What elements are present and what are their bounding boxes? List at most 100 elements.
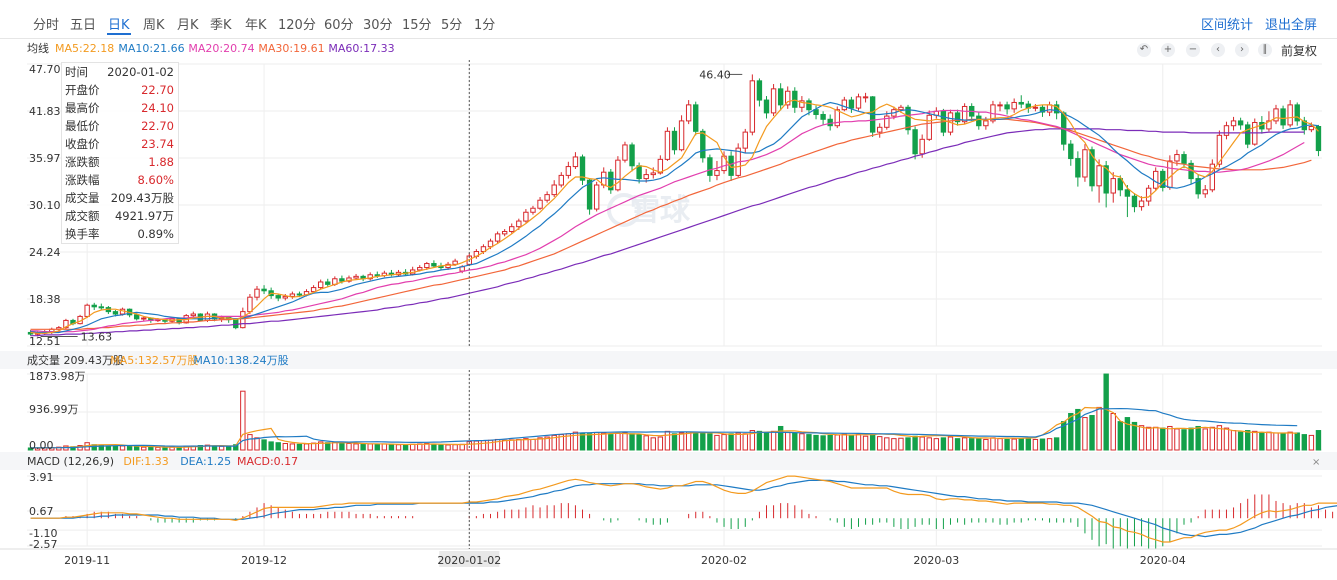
tooltip-value: 4921.97万 (114, 209, 174, 223)
volume-bar (339, 442, 345, 451)
candle-body (678, 120, 685, 151)
volume-bar (1181, 429, 1187, 451)
tab-3[interactable]: 周K (143, 18, 165, 33)
tab-1[interactable]: 五日 (70, 18, 97, 33)
candle-body (749, 80, 756, 133)
tooltip-row: 收盘价 23.74 (62, 135, 178, 153)
candle-body (785, 90, 791, 106)
candle-body (261, 288, 267, 292)
candle-body (282, 295, 288, 299)
interval-stats-link[interactable]: 区间统计 (1201, 18, 1254, 33)
tab-4[interactable]: 月K (177, 18, 199, 33)
tab-5[interactable]: 季K (210, 18, 232, 33)
candle-body (516, 220, 522, 228)
candle-body (565, 166, 572, 176)
candle-body (133, 314, 140, 320)
candle-body (240, 311, 246, 329)
volume-bar (501, 439, 508, 451)
tab-7[interactable]: 120分 (278, 18, 316, 33)
tab-12[interactable]: 1分 (474, 18, 496, 33)
candle-body (664, 130, 671, 160)
volume-bar (445, 444, 451, 451)
candle-body (954, 112, 961, 123)
volume-bar (969, 438, 975, 451)
volume-bar (997, 438, 1003, 451)
candle-body (1237, 120, 1244, 126)
scroll-left-icon[interactable]: ‹ (1211, 43, 1225, 57)
volume-bar (813, 434, 819, 451)
volume-bar (1237, 431, 1244, 451)
scroll-right-icon[interactable]: › (1235, 43, 1249, 57)
volume-bar (756, 430, 763, 451)
candle-body (834, 109, 840, 127)
tooltip-row: 成交额 4921.97万 (62, 207, 178, 225)
volume-bar (1011, 438, 1017, 451)
legend-item: MA20:20.74 (188, 42, 254, 55)
volume-bar (615, 432, 621, 451)
candle-body (820, 113, 826, 120)
kline-chart[interactable]: 雪球47.7041.8335.9730.1024.2418.3812.51187… (0, 38, 1337, 580)
volume-bar (1046, 438, 1053, 451)
candle-body (1103, 165, 1109, 194)
volume-bar (1245, 430, 1251, 451)
volume-bar (678, 432, 685, 451)
candle-body (551, 184, 557, 196)
candle-body (905, 106, 911, 131)
volume-bar (509, 439, 515, 451)
tab-6[interactable]: 年K (245, 18, 267, 33)
tab-0[interactable]: 分时 (33, 18, 60, 33)
volume-bar (785, 432, 791, 451)
candle-body (417, 267, 423, 271)
tooltip-key: 最低价 (65, 119, 100, 133)
volume-bar (827, 434, 833, 451)
candle-body (424, 263, 430, 269)
tooltip-row: 涨跌额 1.88 (62, 153, 178, 171)
volume-bar (438, 444, 444, 451)
date-highlight-box (439, 551, 500, 567)
price-adjust-select[interactable]: 前复权 (1281, 44, 1318, 58)
tooltip-key: 涨跌额 (65, 155, 100, 169)
candle-tooltip: 时间 2020-01-02 开盘价 22.70 最高价 24.10 最低价 22.70 收盘价 2… (61, 62, 179, 244)
tab-2[interactable]: 日K (108, 18, 130, 33)
close-macd-icon[interactable]: × (1312, 457, 1320, 468)
tab-8[interactable]: 60分 (324, 18, 354, 33)
candle-body (112, 311, 119, 315)
watermark-logo-icon (607, 193, 641, 227)
undo-icon[interactable]: ↶ (1137, 43, 1151, 57)
tooltip-row: 开盘价 22.70 (62, 81, 178, 99)
exit-fullscreen-link[interactable]: 退出全屏 (1265, 18, 1318, 33)
volume-bar (1039, 438, 1046, 451)
volume-bar (636, 434, 642, 451)
volume-bar (218, 445, 225, 451)
volume-bar (884, 437, 890, 451)
volume-bar (1195, 425, 1201, 451)
tab-9[interactable]: 30分 (363, 18, 393, 33)
zoom-in-icon[interactable]: + (1161, 43, 1175, 57)
price-axis-label: 12.51 (29, 335, 61, 348)
candle-body (1004, 104, 1010, 110)
ma10-line (30, 101, 1319, 334)
candle-body (374, 274, 380, 277)
tab-11[interactable]: 5分 (441, 18, 463, 33)
candle-body (700, 130, 706, 159)
zoom-out-icon[interactable]: − (1186, 43, 1200, 57)
macd-axis-label: -1.10 (29, 527, 57, 540)
legend-item: MA30:19.61 (258, 42, 324, 55)
candle-body (1223, 125, 1230, 136)
volume-bar (395, 444, 402, 451)
macd-header-band (0, 452, 1337, 470)
volume-bar (431, 444, 437, 451)
pause-icon[interactable]: ∥ (1258, 43, 1272, 57)
tooltip-value: 209.43万股 (110, 191, 174, 205)
volume-bar (820, 435, 826, 451)
volume-bar (254, 437, 260, 451)
volume-bar (601, 432, 607, 451)
volume-bar (792, 432, 798, 451)
volume-bar (961, 437, 968, 451)
volume-bar (247, 434, 253, 451)
tab-10[interactable]: 15分 (402, 18, 432, 33)
volume-bar (877, 436, 883, 451)
candle-body (91, 304, 97, 308)
volume-bar (1117, 421, 1124, 451)
volume-bar (905, 437, 911, 451)
